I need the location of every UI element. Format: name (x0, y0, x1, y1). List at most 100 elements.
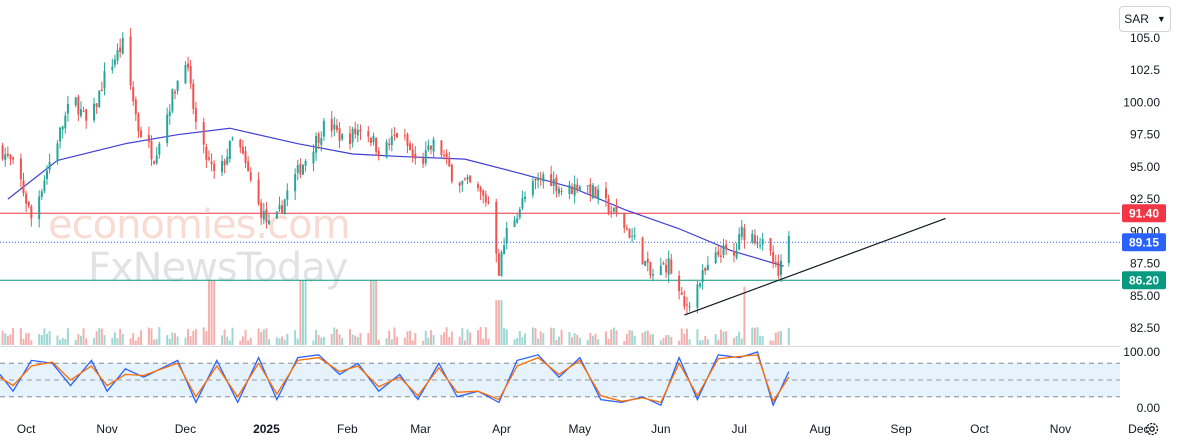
volume-bar (244, 330, 247, 345)
volume-bar (226, 336, 229, 345)
time-tick-label: Jul (732, 422, 747, 436)
candle-body (628, 229, 631, 239)
volume-bar (194, 329, 197, 345)
candle-body (591, 185, 594, 198)
candle-body (662, 263, 665, 265)
candle-body (479, 187, 482, 192)
candle-body (406, 134, 409, 146)
volume-bar (787, 327, 790, 345)
candle-body (484, 194, 487, 203)
time-tick-label: Dec (175, 422, 196, 436)
candle-body (207, 157, 210, 160)
volume-bar (247, 340, 250, 345)
volume-bar (552, 328, 555, 345)
candle-body (589, 184, 592, 196)
candle-body (38, 196, 41, 220)
candle-body (424, 150, 427, 164)
candle-body (495, 201, 498, 254)
candle-body (301, 164, 304, 175)
candle-body (738, 234, 741, 250)
candle-body (555, 177, 558, 192)
volume-bar (320, 337, 323, 345)
candle-body (751, 233, 754, 243)
candle-body (19, 158, 22, 180)
volume-bar (550, 327, 553, 345)
volume-bar (119, 328, 122, 345)
candle-body (244, 151, 247, 163)
time-tick-label: Feb (337, 422, 358, 436)
candle-body (688, 306, 691, 308)
volume-bar (479, 327, 482, 345)
price-tag-label: 89.15 (1129, 235, 1159, 249)
volume-bar (667, 334, 670, 345)
time-axis[interactable]: Oct Nov Dec 2025 Feb Mar Apr May Jun Jul Aug Sep Oct… (17, 422, 1150, 436)
candle-body (714, 252, 717, 264)
volume-bar (375, 280, 378, 345)
volume-bar (722, 331, 725, 345)
volume-bar (586, 339, 589, 345)
volume-bar (153, 339, 156, 345)
volume-bar (349, 329, 352, 345)
volume-bar (40, 335, 43, 345)
candle-body (281, 205, 284, 213)
candle-body (275, 211, 278, 219)
price-axis[interactable]: 105.0102.5100.0097.5095.0092.5090.0087.5… (1123, 31, 1160, 415)
volume-bar (207, 280, 210, 345)
candle-body (476, 184, 479, 188)
volume-bar (699, 340, 702, 345)
candle-body (466, 176, 469, 180)
volume-bar (19, 328, 22, 345)
volume-bar (735, 335, 738, 345)
volume-bar (372, 280, 375, 345)
candle-body (168, 111, 171, 116)
candle-body (116, 50, 119, 61)
volume-bar (409, 330, 412, 345)
volume-bar (330, 334, 333, 345)
volume-bar (680, 328, 683, 345)
price-tick-label: 95.00 (1130, 160, 1160, 174)
volume-bar (568, 332, 571, 345)
candle-body (552, 179, 555, 186)
volume-bar (531, 327, 534, 345)
volume-bar (147, 327, 150, 345)
candle-body (221, 161, 224, 173)
time-tick-label: Nov (96, 422, 117, 436)
candle-body (411, 149, 414, 157)
volume-bar (338, 334, 341, 345)
candle-body (576, 184, 579, 191)
volume-bar (443, 332, 446, 345)
time-tick-label: Nov (1050, 422, 1071, 436)
candle-body (665, 264, 668, 273)
settings-button[interactable] (1141, 418, 1163, 440)
volume-bar (210, 280, 213, 345)
candle-body (304, 160, 307, 166)
volume-bar (299, 280, 302, 345)
candle-body (612, 207, 615, 212)
volume-bar (9, 334, 12, 345)
candle-body (176, 80, 179, 91)
volume-bar (111, 337, 114, 345)
candle-body (649, 262, 652, 276)
volume-bar (779, 331, 782, 345)
candle-body (85, 109, 88, 121)
volume-bar (184, 337, 187, 345)
candle-body (134, 99, 137, 115)
watermark-fxnewstoday: FxNewsToday (88, 245, 348, 291)
volume-bar (534, 328, 537, 345)
candle-body (740, 226, 743, 237)
candle-body (296, 165, 299, 173)
volume-bar (59, 339, 62, 345)
candle-body (9, 154, 12, 160)
candle-body (706, 264, 709, 271)
moving-average (7, 127, 784, 267)
candle-body (735, 250, 738, 258)
volume-bar (560, 329, 563, 345)
trendline[interactable] (684, 217, 946, 316)
currency-dropdown-button[interactable]: SAR ▼ (1119, 6, 1171, 32)
volume-bar (315, 329, 318, 345)
volume-bar (335, 328, 338, 345)
volume-bar (743, 286, 746, 345)
candle-body (539, 178, 542, 180)
candle-body (518, 209, 521, 218)
